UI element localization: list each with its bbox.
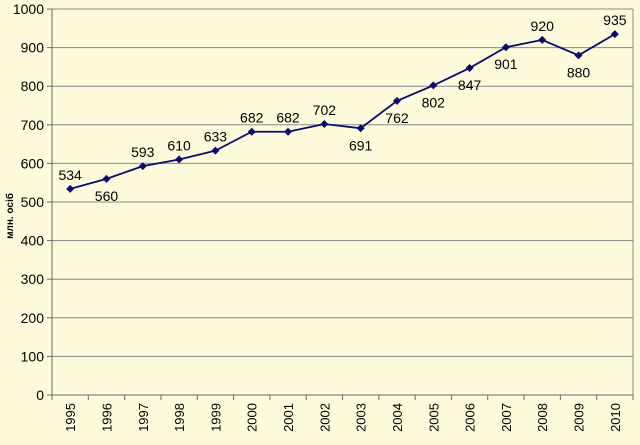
axes <box>47 8 634 400</box>
data-point-marker <box>320 120 329 129</box>
series-line-layer <box>69 33 616 190</box>
data-point-marker <box>465 64 474 73</box>
data-labels: 534 560 593 610 633 682 682 702 691 762 802 847 901 9… <box>58 12 626 204</box>
y-tick-label: 200 <box>21 310 45 326</box>
y-axis-label: млн. осіб <box>4 193 16 239</box>
x-tick-label: 2006 <box>463 403 478 432</box>
data-point-marker <box>538 35 547 44</box>
data-label: 702 <box>313 102 337 118</box>
data-label: 691 <box>349 137 373 153</box>
data-label: 920 <box>531 18 555 34</box>
x-tick-label: 1996 <box>99 403 114 432</box>
data-point-marker <box>138 162 147 171</box>
x-tick-label: 1997 <box>136 403 151 432</box>
y-tick-label: 700 <box>21 117 45 133</box>
y-tick-label: 400 <box>21 233 45 249</box>
data-point-marker <box>175 155 184 164</box>
data-point-marker <box>211 146 220 155</box>
data-point-marker <box>356 124 365 133</box>
data-label: 682 <box>240 110 264 126</box>
x-tick-label: 2000 <box>245 403 260 432</box>
x-tick-label: 1998 <box>172 403 187 432</box>
x-tick-label: 2005 <box>426 403 441 432</box>
y-tick-label: 500 <box>21 194 45 210</box>
x-tick-label: 2003 <box>354 403 369 432</box>
data-label: 610 <box>167 138 191 154</box>
y-tick-label: 1000 <box>13 1 44 17</box>
data-label: 593 <box>131 144 155 160</box>
data-label: 901 <box>494 56 518 72</box>
x-tick-label: 2004 <box>390 403 405 432</box>
data-label: 534 <box>58 167 82 183</box>
data-label: 802 <box>422 94 446 110</box>
data-label: 935 <box>603 12 627 28</box>
data-point-marker <box>66 184 75 193</box>
data-point-marker <box>610 30 619 39</box>
data-label: 633 <box>204 129 228 145</box>
data-point-marker <box>102 174 111 183</box>
series-line <box>69 33 616 190</box>
data-label: 682 <box>276 110 300 126</box>
x-tick-label: 2002 <box>317 403 332 432</box>
data-point-marker <box>429 81 438 90</box>
x-tick-label: 2008 <box>535 403 550 432</box>
x-tick-label: 1995 <box>63 403 78 432</box>
data-label: 560 <box>95 188 119 204</box>
data-point-marker <box>501 43 510 52</box>
markers <box>66 30 619 193</box>
y-tick-label: 100 <box>21 348 45 364</box>
x-tick-label: 1999 <box>208 403 223 432</box>
x-tick-label: 2007 <box>499 403 514 432</box>
y-tick-label: 800 <box>21 78 45 94</box>
y-tick-label: 0 <box>36 387 44 403</box>
data-point-marker <box>284 127 293 136</box>
y-tick-label: 900 <box>21 40 45 56</box>
x-tick-label: 2009 <box>572 403 587 432</box>
data-point-marker <box>247 127 256 136</box>
y-tick-label: 600 <box>21 155 45 171</box>
data-point-marker <box>574 51 583 60</box>
y-tick-labels: 0 100 200 300 400 500 600 700 800 900 1000 <box>13 1 44 403</box>
data-label: 847 <box>458 77 482 93</box>
x-tick-label: 2010 <box>608 403 623 432</box>
gridlines <box>52 8 634 395</box>
data-point-marker <box>392 96 401 105</box>
data-label: 880 <box>567 64 591 80</box>
x-tick-labels: 1995 1996 1997 1998 1999 2000 2001 2002 2003 2004… <box>63 403 623 432</box>
y-tick-label: 300 <box>21 271 45 287</box>
x-tick-label: 2001 <box>281 403 296 432</box>
data-label: 762 <box>385 110 409 126</box>
